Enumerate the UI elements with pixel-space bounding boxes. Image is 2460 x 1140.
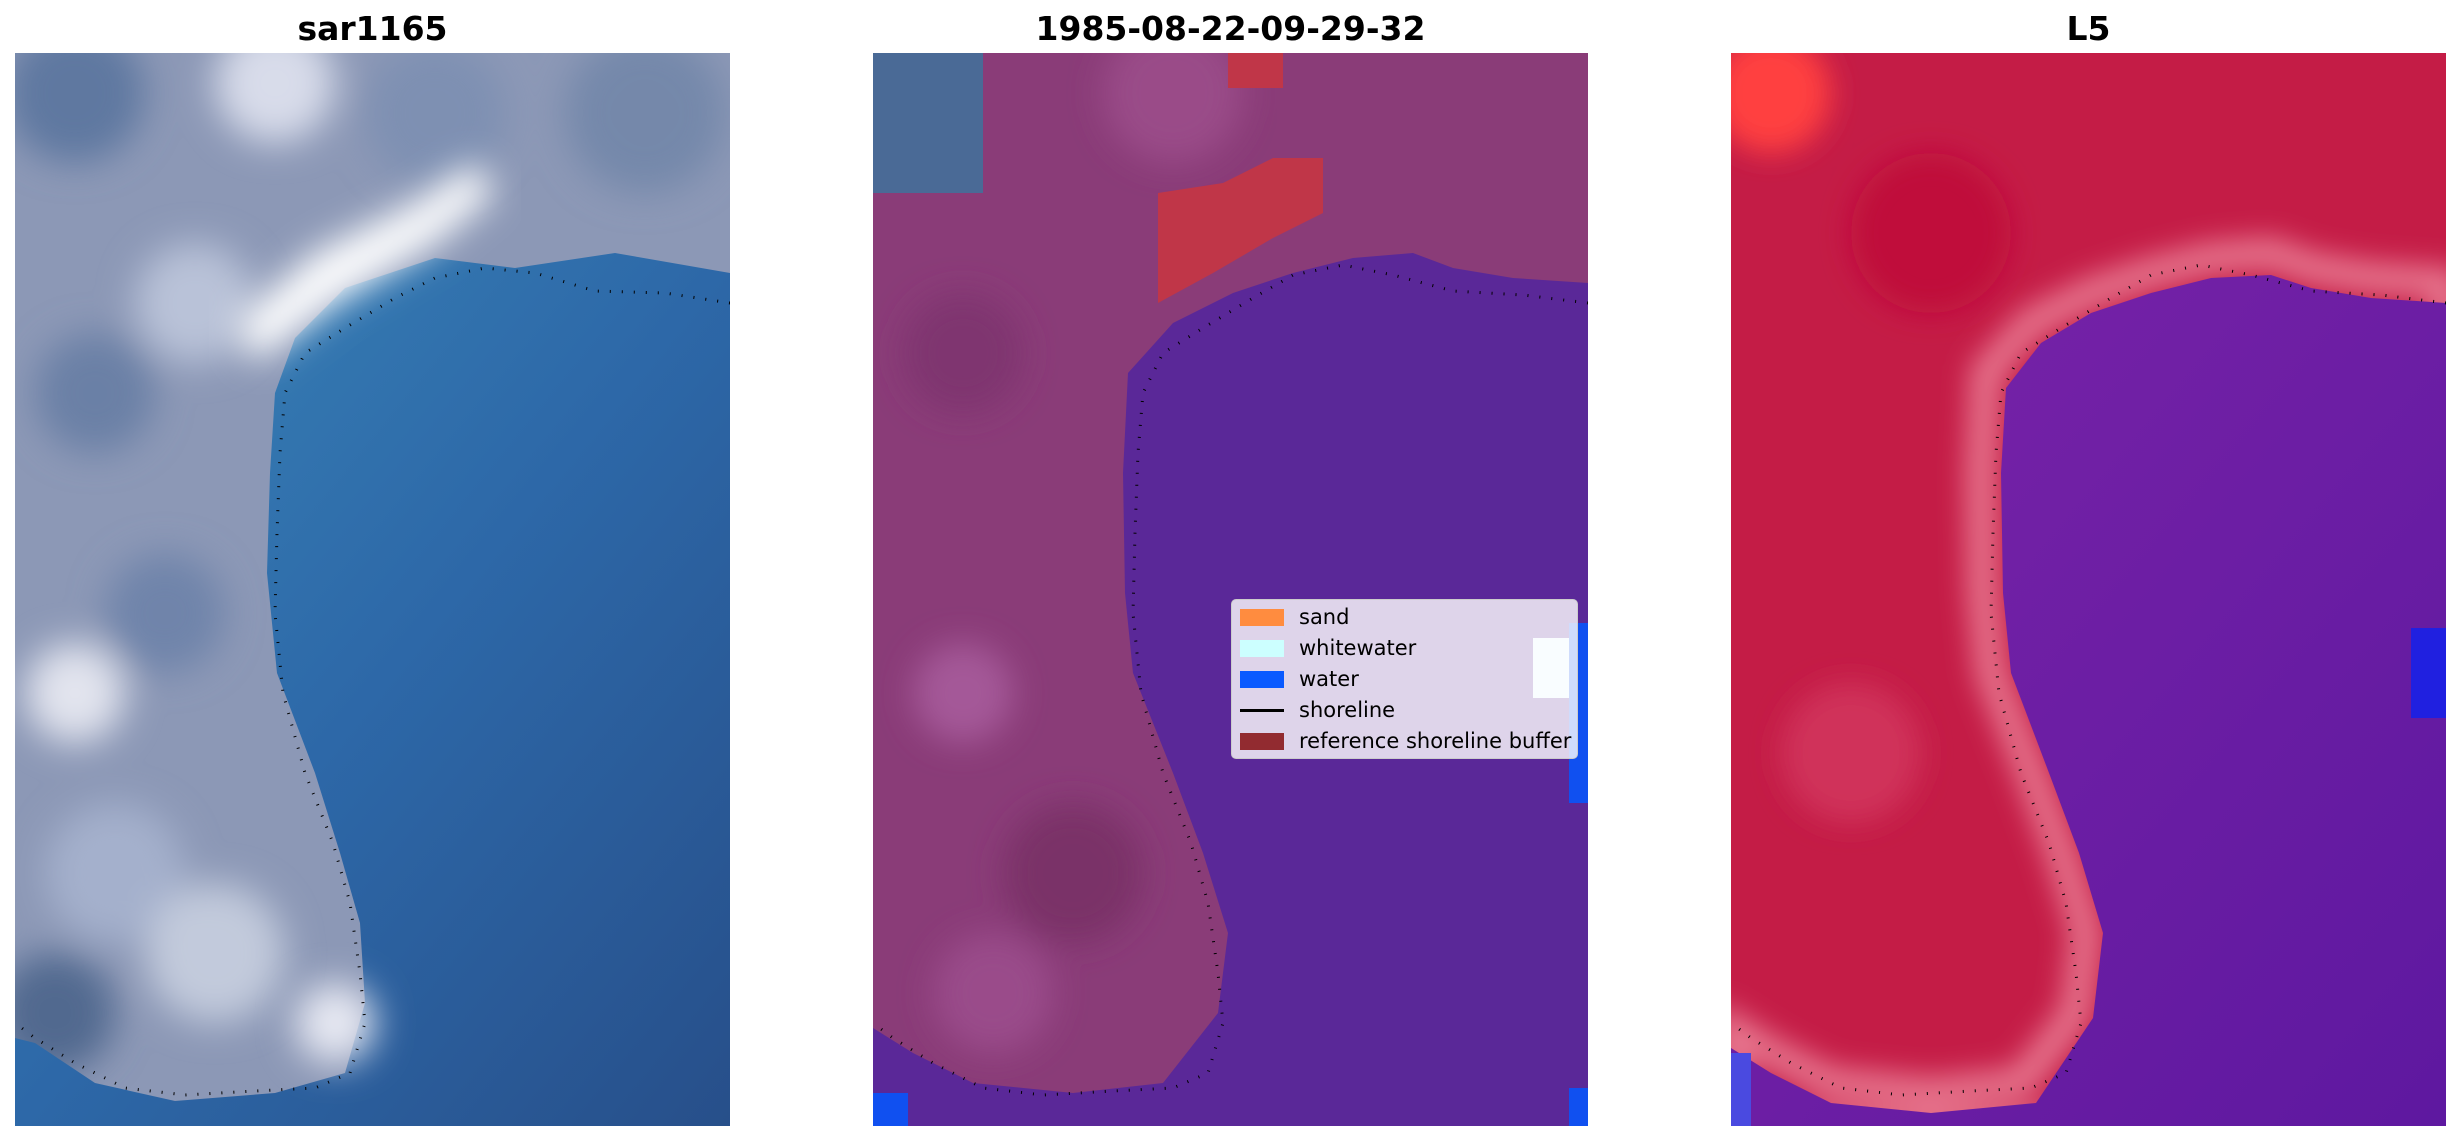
index-blue-pixels-left [1731, 1053, 1751, 1126]
classified-blue-corner [873, 53, 983, 193]
index-edge-band [1731, 237, 2446, 1126]
classified-image-panel [873, 53, 1588, 1126]
legend-label: water [1299, 667, 1359, 691]
rgb-water-region [15, 253, 730, 1126]
index-image [1731, 53, 2446, 1126]
panel-title-index: L5 [2066, 9, 2111, 48]
rgb-surf-zone [235, 163, 495, 363]
legend-item-reference-shoreline-buffer: reference shoreline buffer [1232, 728, 1577, 754]
classified-water-pixels-bottomright [1569, 1088, 1588, 1126]
legend-item-sand: sand [1232, 604, 1577, 630]
legend-label: reference shoreline buffer [1299, 729, 1572, 753]
shoreline-line-swatch [1240, 709, 1284, 712]
legend-label: sand [1299, 605, 1350, 629]
legend-item-shoreline: shoreline [1232, 697, 1577, 723]
water-swatch [1240, 671, 1284, 688]
sand-swatch [1240, 609, 1284, 626]
classified-buffer-patch [1158, 158, 1323, 303]
legend: sand whitewater water shoreline referenc… [1231, 599, 1578, 759]
panel-title-classified: 1985-08-22-09-29-32 [1035, 9, 1426, 48]
panel-title-rgb: sar1165 [297, 9, 448, 48]
classified-water-pixels-bottomleft [873, 1093, 908, 1126]
legend-item-water: water [1232, 666, 1577, 692]
classified-water-region [873, 253, 1588, 1126]
classified-buffer-top [1228, 53, 1283, 88]
legend-label: whitewater [1299, 636, 1417, 660]
buffer-swatch [1240, 733, 1284, 750]
legend-label: shoreline [1299, 698, 1396, 722]
classified-image [873, 53, 1588, 1126]
rgb-image [15, 53, 730, 1126]
legend-item-whitewater: whitewater [1232, 635, 1577, 661]
whitewater-swatch [1240, 640, 1284, 657]
index-water-region [1731, 275, 2446, 1126]
rgb-image-panel [15, 53, 730, 1126]
index-blue-pixels-right [2411, 628, 2446, 718]
index-image-panel [1731, 53, 2446, 1126]
